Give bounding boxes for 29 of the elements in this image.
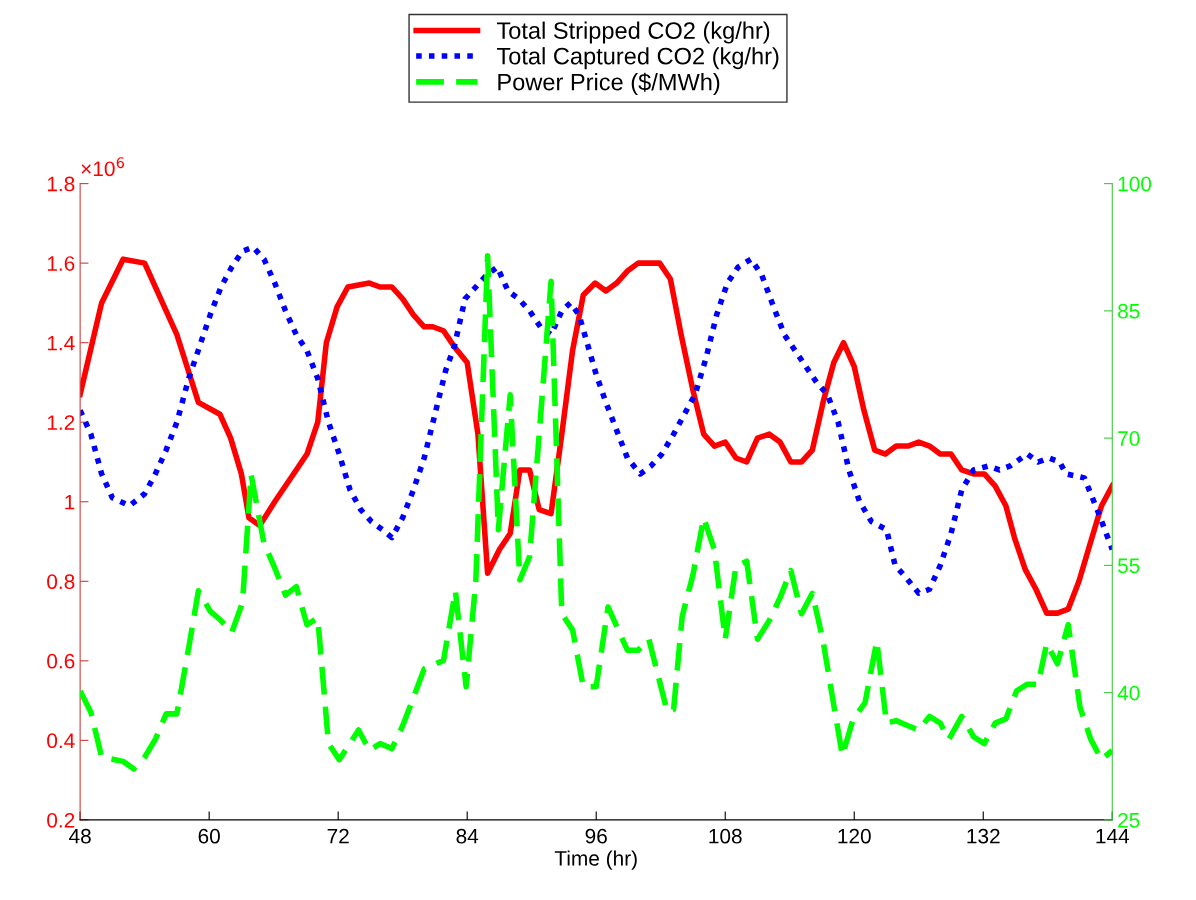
y-tick-label: 1.8: [47, 176, 75, 192]
x-tick-label: 60: [198, 828, 220, 844]
legend-label: Total Stripped CO2 (kg/hr): [496, 21, 770, 44]
y-tick-label: 1.2: [47, 415, 75, 430]
text: ×10$^{6}$: [81, 157, 125, 177]
y2-tick-label: 55: [1117, 558, 1140, 574]
x-tick-label: 72: [327, 828, 349, 844]
y2-tick-label: 70: [1118, 431, 1140, 446]
y-tick-label: 0.8: [47, 574, 75, 590]
y-tick-label: 0.4: [47, 733, 75, 749]
y2-tick-label: 85: [1118, 303, 1140, 319]
legend-label: Total Captured CO2 (kg/hr): [496, 47, 779, 70]
x-tick-label: 144: [1096, 829, 1130, 844]
x-tick-label: 48: [69, 828, 91, 844]
legend-label: Power Price ($/MWh): [498, 72, 720, 96]
y-tick-label: 0.6: [47, 653, 75, 669]
x-tick-label: 96: [585, 828, 607, 844]
x-tick-label: 84: [456, 828, 479, 844]
y2-tick-label: 25: [1118, 812, 1140, 828]
y2-tick-label: 100: [1118, 176, 1152, 192]
x-axis-title: Time (hr): [554, 850, 637, 870]
x-tick-label: 132: [967, 828, 1000, 844]
y2-tick-label: 40: [1117, 685, 1140, 701]
y-tick-label: 1.6: [47, 256, 75, 271]
x-tick-label: 120: [838, 828, 871, 844]
y-tick-label: 0.2: [47, 812, 75, 828]
y-tick-label: 1: [65, 494, 75, 510]
x-tick-label: 108: [709, 828, 742, 844]
y-tick-label: 1.4: [47, 335, 75, 351]
